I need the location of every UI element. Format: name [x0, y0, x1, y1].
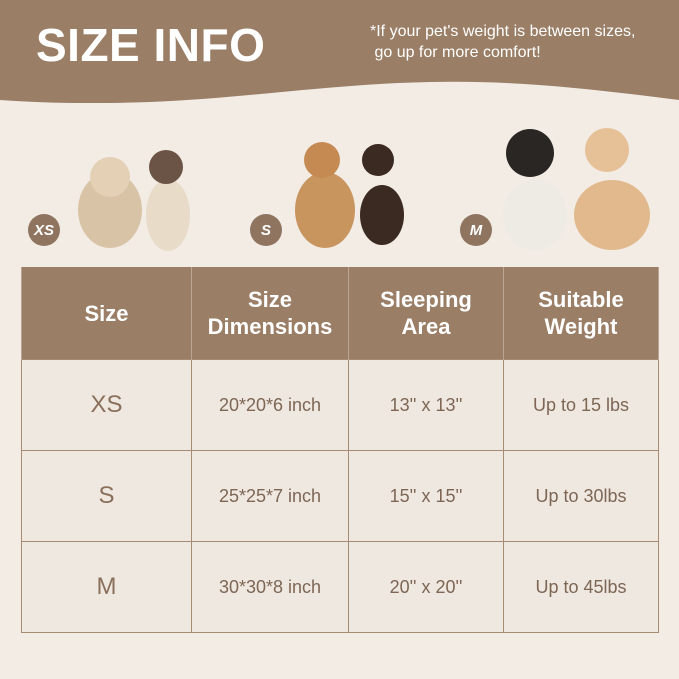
size-badge-s: S — [250, 214, 282, 246]
table-row: M 30*30*8 inch 20'' x 20'' Up to 45lbs — [21, 541, 659, 633]
cell-dimensions: 20*20*6 inch — [191, 359, 349, 451]
table-header-row: Size Size Dimensions Sleeping Area Suita… — [21, 267, 659, 360]
siamese-cat-image — [146, 150, 190, 251]
header-label: Size — [84, 300, 129, 326]
cell-weight: Up to 15 lbs — [503, 359, 659, 451]
header-size: Size — [21, 267, 192, 360]
cell-sleeping-area: 20'' x 20'' — [348, 541, 504, 633]
cell-sleeping-area: 15'' x 15'' — [348, 450, 504, 542]
size-badge-xs: XS — [28, 214, 60, 246]
pets-illustration — [78, 128, 650, 251]
size-badge-m: M — [460, 214, 492, 246]
dachshund-image — [360, 144, 404, 245]
cell-dimensions: 30*30*8 inch — [191, 541, 349, 633]
cell-size: S — [21, 450, 192, 542]
poodle-image — [574, 128, 650, 250]
header-label: Size Dimensions — [207, 287, 333, 339]
french-bulldog-image — [503, 129, 567, 250]
cell-sleeping-area: 13'' x 13'' — [348, 359, 504, 451]
persian-cat-image — [78, 157, 142, 248]
maine-coon-cat-image — [295, 142, 355, 248]
header-sleeping-area: Sleeping Area — [348, 267, 504, 360]
header-dimensions: Size Dimensions — [191, 267, 349, 360]
table-row: S 25*25*7 inch 15'' x 15'' Up to 30lbs — [21, 450, 659, 542]
table-row: XS 20*20*6 inch 13'' x 13'' Up to 15 lbs — [21, 359, 659, 451]
sizing-note: *If your pet's weight is between sizes, … — [370, 23, 636, 61]
cell-weight: Up to 30lbs — [503, 450, 659, 542]
header-label: Suitable Weight — [538, 287, 624, 339]
cell-size: M — [21, 541, 192, 633]
size-table: Size Size Dimensions Sleeping Area Suita… — [21, 267, 659, 633]
page-title: SIZE INFO — [36, 19, 266, 71]
header-banner — [0, 0, 679, 104]
header-label: Sleeping Area — [380, 287, 472, 339]
header-weight: Suitable Weight — [503, 267, 659, 360]
cell-dimensions: 25*25*7 inch — [191, 450, 349, 542]
cell-size: XS — [21, 359, 192, 451]
cell-weight: Up to 45lbs — [503, 541, 659, 633]
